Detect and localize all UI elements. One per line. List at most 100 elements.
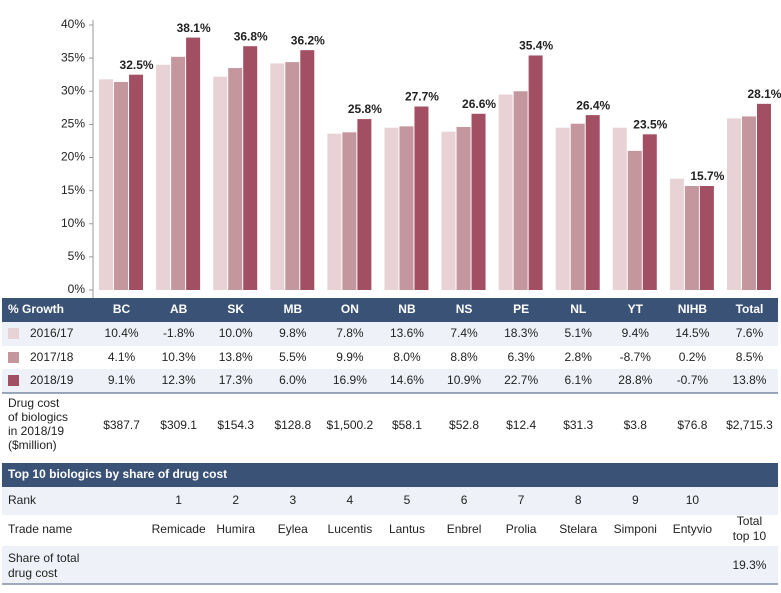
growth-cell: 8.0%	[393, 350, 421, 364]
total-share: 19.3%	[732, 558, 766, 572]
growth-cell: 9.1%	[108, 373, 136, 387]
drug-cost-cell: $3.8	[624, 418, 648, 432]
bar	[570, 123, 585, 291]
x-tick-label: ON	[341, 302, 359, 316]
x-tick-label: BC	[113, 302, 131, 316]
value-label: 35.4%	[519, 39, 553, 53]
trade-name: Simponi	[614, 522, 657, 536]
bar	[414, 106, 429, 290]
growth-cell: 4.1%	[108, 350, 136, 364]
drug-cost-label: Drug cost	[8, 396, 60, 410]
growth-cell: 13.8%	[732, 373, 766, 387]
bar	[129, 74, 144, 290]
bar	[342, 132, 357, 290]
trade-name: Prolia	[506, 522, 537, 536]
bar	[684, 185, 699, 290]
value-label: 26.4%	[576, 98, 610, 112]
trade-name: Enbrel	[447, 522, 482, 536]
bar	[285, 62, 300, 290]
bar	[726, 118, 741, 290]
x-tick-label: YT	[628, 302, 644, 316]
growth-cell: 13.6%	[390, 326, 424, 340]
rank-cell: 2	[232, 493, 239, 507]
value-label: 15.7%	[690, 169, 724, 183]
growth-cell: 10.9%	[447, 373, 481, 387]
y-tick-label: 40%	[61, 17, 85, 31]
bar	[741, 116, 756, 290]
growth-cell: 9.4%	[622, 326, 650, 340]
x-tick-label: NS	[456, 302, 473, 316]
bar	[327, 133, 342, 290]
legend-label: 2016/17	[30, 326, 74, 340]
top10-header-bg	[2, 463, 778, 487]
rank-cell: 9	[632, 493, 639, 507]
bar	[270, 63, 285, 290]
top10-title: Top 10 biologics by share of drug cost	[8, 467, 227, 481]
bar	[456, 127, 471, 291]
rank-cell: 4	[347, 493, 354, 507]
trade-name: Lantus	[389, 522, 425, 536]
bar	[669, 178, 684, 290]
x-tick-label: SK	[227, 302, 244, 316]
drug-cost-label: in 2018/19	[8, 424, 64, 438]
trade-name: Eylea	[278, 522, 308, 536]
bar	[399, 126, 414, 290]
bar	[528, 55, 543, 290]
bar	[384, 127, 399, 290]
drug-cost-cell: $12.4	[506, 418, 536, 432]
bar	[441, 131, 456, 290]
growth-cell: 9.8%	[279, 326, 307, 340]
y-tick-label: 25%	[61, 117, 85, 131]
total-label: Total	[737, 514, 762, 528]
growth-cell: 7.4%	[450, 326, 478, 340]
bar	[612, 127, 627, 290]
share-label: Share of total	[8, 551, 79, 565]
growth-cell: 10.0%	[219, 326, 253, 340]
drug-cost-label: of biologics	[8, 410, 68, 424]
row-bg	[2, 369, 778, 393]
growth-cell: 12.3%	[162, 373, 196, 387]
value-label: 28.1%	[747, 87, 781, 101]
drug-cost-cell: $154.3	[217, 418, 254, 432]
row-bg	[2, 546, 778, 583]
legend-swatch	[8, 375, 19, 386]
bar	[498, 94, 513, 290]
bar	[186, 37, 201, 291]
growth-cell: 5.5%	[279, 350, 307, 364]
y-tick-label: 0%	[68, 282, 86, 296]
bar	[243, 46, 258, 291]
bar	[171, 56, 186, 290]
y-tick-label: 15%	[61, 183, 85, 197]
y-tick-label: 5%	[68, 249, 86, 263]
bar	[300, 50, 315, 290]
drug-cost-cell: $1,500.2	[327, 418, 374, 432]
y-tick-label: 20%	[61, 150, 85, 164]
growth-cell: 28.8%	[618, 373, 652, 387]
rank-cell: 1	[175, 493, 182, 507]
drug-cost-cell: $31.3	[563, 418, 593, 432]
rank-cell: 7	[518, 493, 525, 507]
growth-cell: 0.2%	[679, 350, 707, 364]
growth-cell: -0.7%	[677, 373, 709, 387]
total-label: top 10	[733, 529, 767, 543]
growth-cell: 6.3%	[507, 350, 535, 364]
share-label: drug cost	[8, 566, 58, 580]
y-tick-label: 30%	[61, 83, 85, 97]
growth-cell: 6.0%	[279, 373, 307, 387]
growth-cell: 7.8%	[336, 326, 364, 340]
drug-cost-cell: $309.1	[160, 418, 197, 432]
legend-label: 2017/18	[30, 350, 74, 364]
growth-cell: 7.6%	[736, 326, 764, 340]
x-tick-label: Total	[736, 302, 764, 316]
growth-cell: 8.8%	[450, 350, 478, 364]
rank-cell: 10	[686, 493, 700, 507]
drug-cost-cell: $387.7	[103, 418, 140, 432]
bar	[357, 119, 372, 290]
trade-name: Entyvio	[673, 522, 713, 536]
growth-cell: 10.3%	[162, 350, 196, 364]
x-tick-label: NIHB	[678, 302, 708, 316]
bar	[471, 113, 486, 291]
drug-cost-cell: $58.1	[392, 418, 422, 432]
bar	[585, 115, 600, 290]
